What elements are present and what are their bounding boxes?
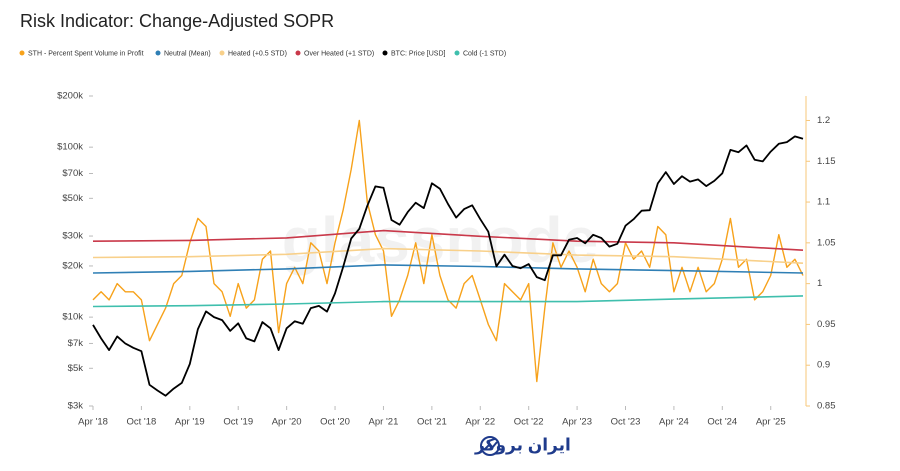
x-tick-label: Oct '22: [514, 417, 544, 428]
logo-arrow: [483, 441, 498, 451]
legend-label: STH - Percent Spent Volume in Profit: [28, 50, 144, 57]
x-tick-label: Apr '18: [78, 417, 108, 428]
y2-tick-label: 1.2: [817, 115, 830, 126]
y2-tick-label: 1.1: [817, 197, 830, 208]
y-tick-label: $200k: [57, 91, 83, 102]
legend-label: Neutral (Mean): [164, 50, 211, 57]
y-tick-label: $70k: [62, 168, 83, 179]
y2-tick-label: 0.95: [817, 319, 836, 330]
legend-label: Heated (+0.5 STD): [228, 50, 287, 57]
y2-tick-label: 1.05: [817, 237, 836, 248]
legend-label: BTC: Price [USD]: [391, 50, 446, 57]
chart-title: Risk Indicator: Change-Adjusted SOPR: [20, 11, 334, 31]
y-tick-label: $3k: [68, 401, 84, 412]
x-tick-label: Oct '21: [417, 417, 447, 428]
x-tick-label: Apr '20: [272, 417, 302, 428]
x-tick-label: Apr '25: [756, 417, 786, 428]
series-line: [92, 229, 804, 251]
logo-icon: [480, 436, 500, 456]
series-line: [92, 264, 804, 274]
y-tick-label: $7k: [68, 338, 84, 349]
legend-label: Over Heated (+1 STD): [304, 50, 374, 57]
x-tick-label: Oct '19: [223, 417, 253, 428]
y-tick-label: $5k: [68, 363, 84, 374]
x-tick-label: Apr '21: [369, 417, 399, 428]
x-tick-label: Apr '23: [562, 417, 592, 428]
footer-logo: ایران بروکر: [474, 435, 571, 456]
x-tick-label: Apr '19: [175, 417, 205, 428]
legend-swatch: [382, 50, 388, 56]
x-tick-label: Oct '18: [127, 417, 157, 428]
x-tick-label: Oct '24: [707, 417, 737, 428]
x-tick-label: Oct '20: [320, 417, 350, 428]
y-tick-label: $10k: [62, 312, 83, 323]
legend-swatch: [19, 50, 25, 56]
y2-tick-label: 1: [817, 278, 822, 289]
y-tick-label: $50k: [62, 193, 83, 204]
series-line: [92, 295, 804, 308]
x-tick-label: Apr '22: [465, 417, 495, 428]
legend-swatch: [219, 50, 225, 56]
series-line: [92, 119, 804, 383]
legend-swatch: [295, 50, 301, 56]
y-tick-label: $30k: [62, 231, 83, 242]
x-tick-label: Oct '23: [611, 417, 641, 428]
y2-tick-label: 0.85: [817, 401, 836, 412]
series-line: [92, 135, 804, 397]
legend-swatch: [155, 50, 161, 56]
series-line: [92, 247, 804, 264]
y-tick-label: $100k: [57, 142, 83, 153]
y2-tick-label: 1.15: [817, 156, 836, 167]
x-tick-label: Apr '24: [659, 417, 689, 428]
footer-brand: ایران بروکر: [474, 435, 571, 455]
y2-tick-label: 0.9: [817, 360, 830, 371]
legend-swatch: [454, 50, 460, 56]
legend-label: Cold (-1 STD): [463, 50, 506, 57]
y-tick-label: $20k: [62, 260, 83, 271]
